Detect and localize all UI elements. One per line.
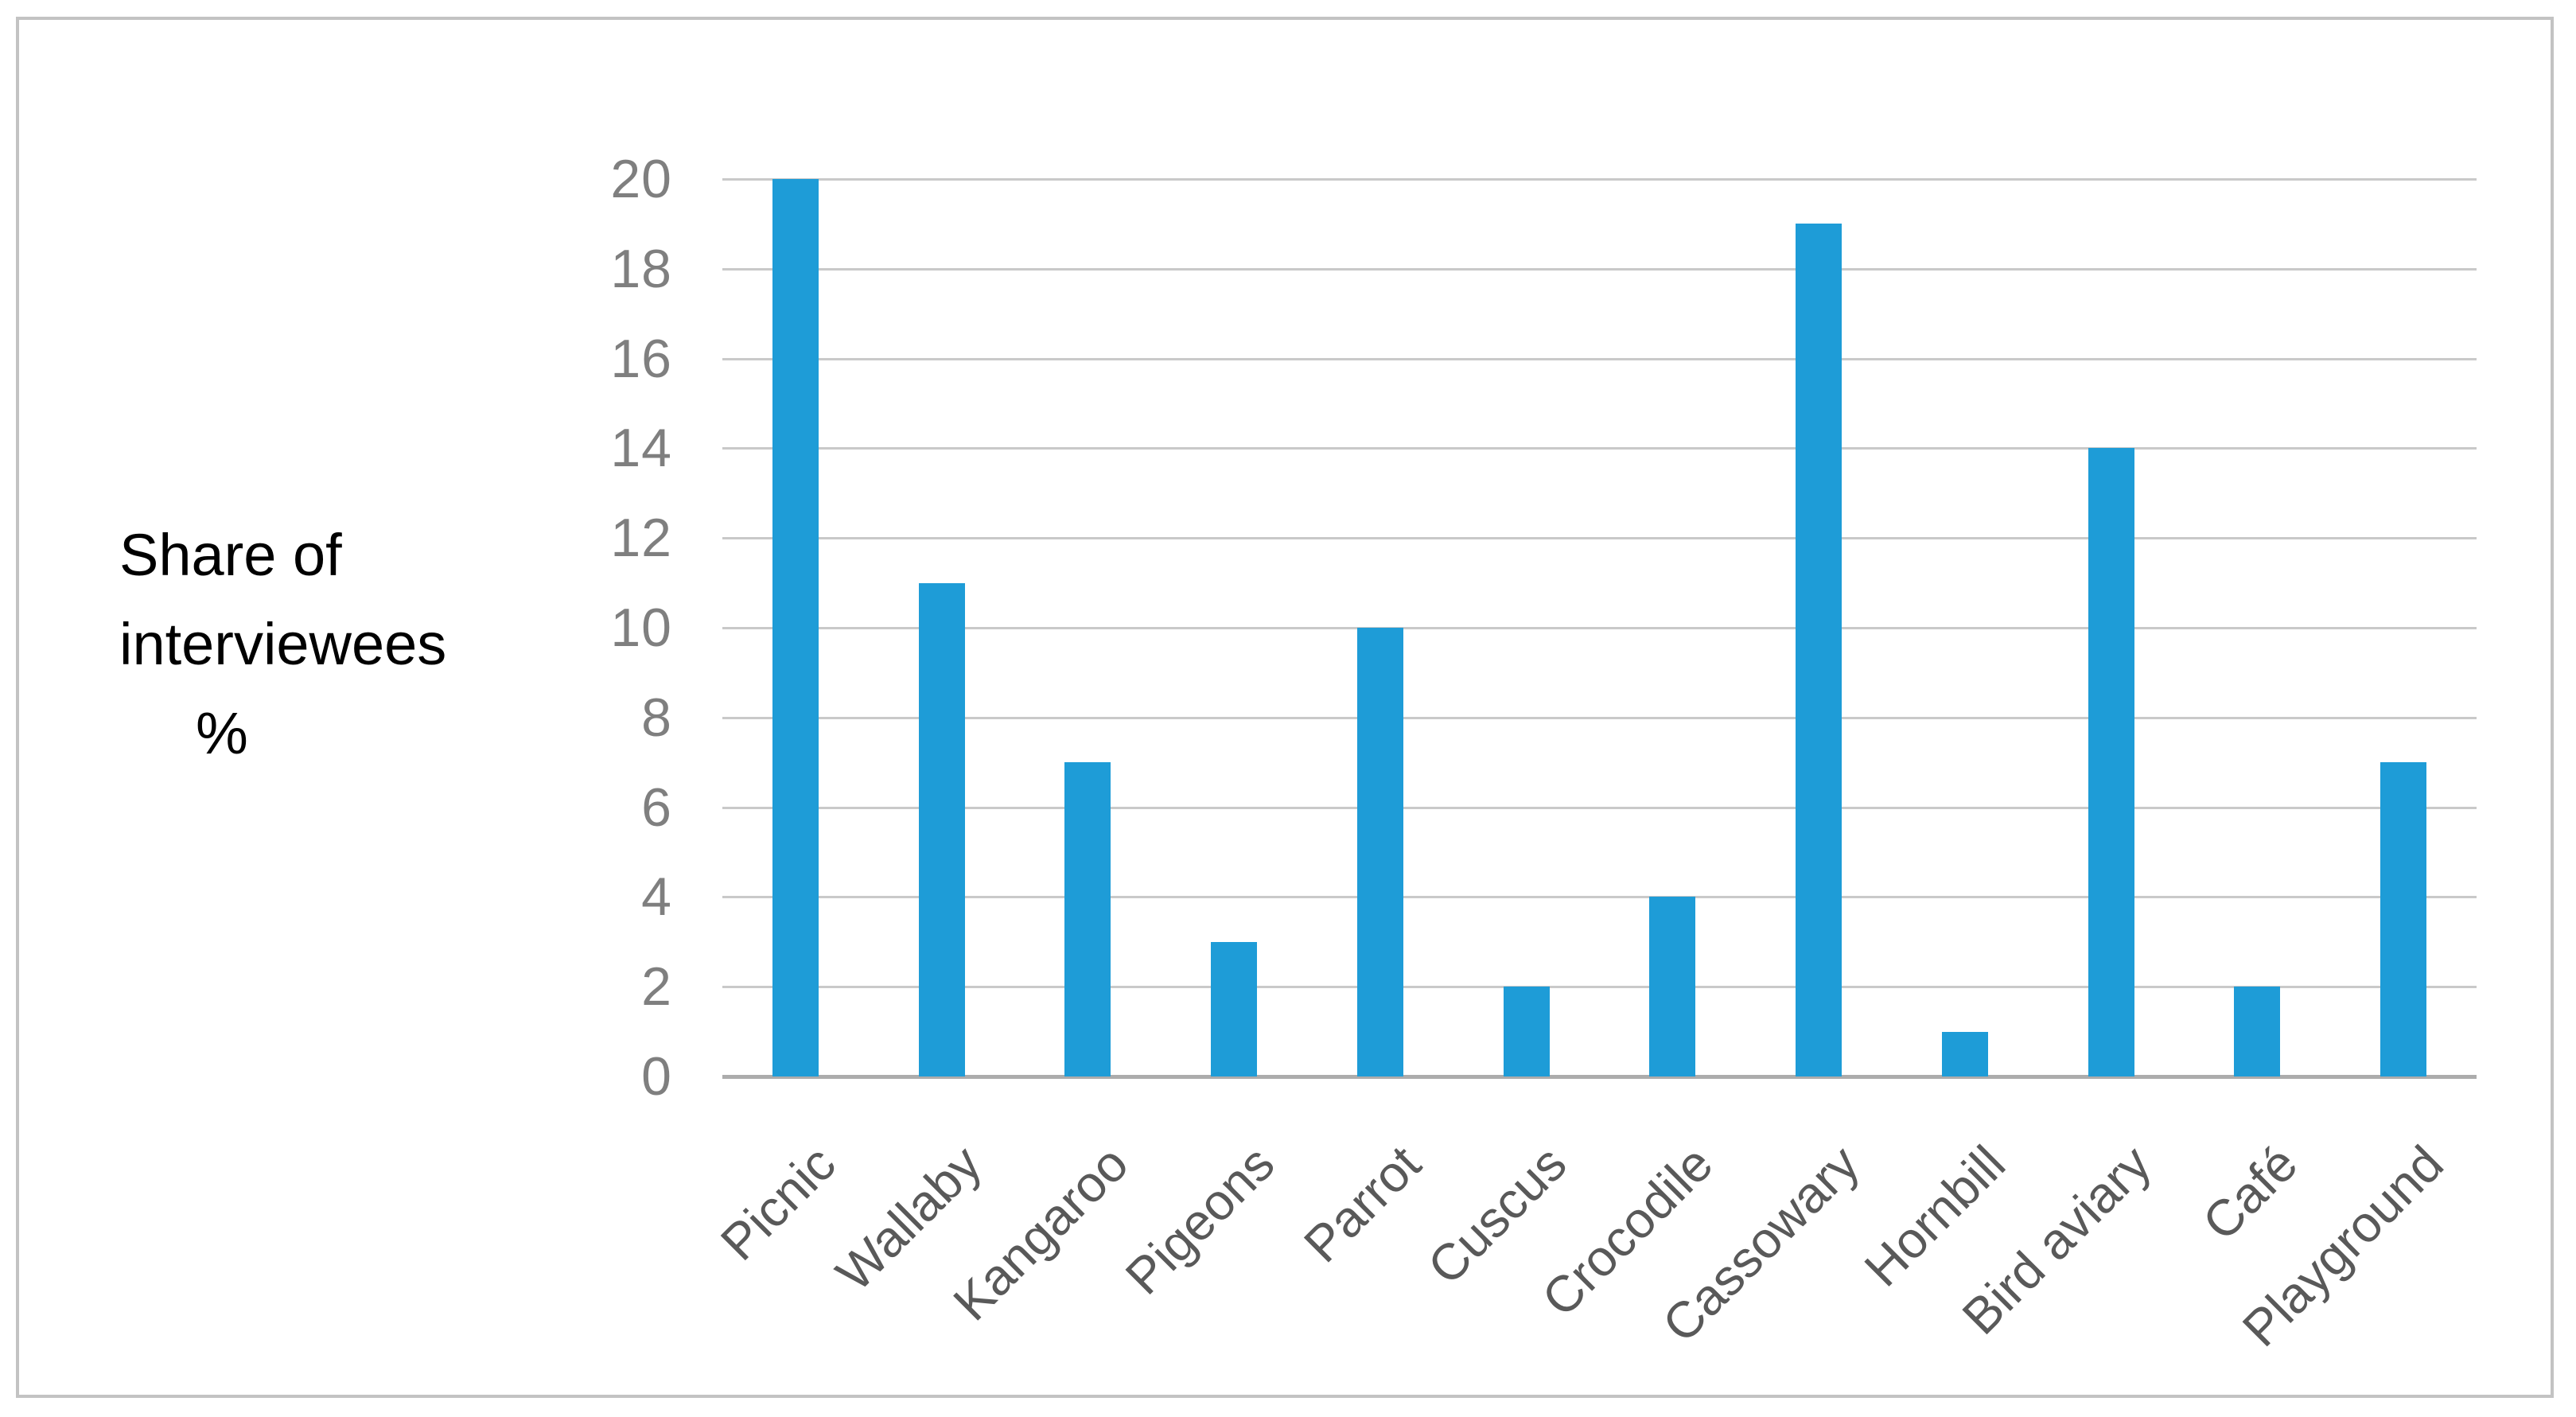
y-axis-tick-label-18: 18 (610, 238, 672, 299)
gridline-y-4 (722, 896, 2477, 899)
gridline-y-16 (722, 357, 2477, 360)
x-axis-line (722, 1075, 2477, 1079)
gridline-y-6 (722, 806, 2477, 809)
bar-hornbill (1941, 1031, 1988, 1076)
y-axis-tick-label-6: 6 (641, 777, 672, 838)
y-axis-title-line-3: % (196, 700, 248, 766)
gridline-y-2 (722, 986, 2477, 989)
bar-caf- (2234, 987, 2281, 1076)
bar-pigeons (1211, 941, 1258, 1076)
bar-cassowary (1796, 224, 1843, 1076)
y-axis-title: Share of interviewees % (119, 511, 446, 778)
y-axis-tick-label-16: 16 (610, 328, 672, 389)
y-axis-tick-label-8: 8 (641, 687, 672, 748)
bar-kangaroo (1064, 762, 1111, 1076)
y-axis-tick-label-10: 10 (610, 598, 672, 658)
bar-cuscus (1503, 987, 1550, 1076)
bar-playground (2380, 762, 2427, 1076)
plot-area (722, 178, 2477, 1079)
y-axis-tick-label-12: 12 (610, 508, 672, 569)
y-axis-tick-label-14: 14 (610, 418, 672, 479)
gridline-y-12 (722, 537, 2477, 540)
y-axis-tick-label-20: 20 (610, 149, 672, 209)
gridline-y-14 (722, 447, 2477, 450)
gridline-y-10 (722, 627, 2477, 629)
y-axis-tick-label-4: 4 (641, 866, 672, 928)
y-axis-title-line-2: interviewees (119, 611, 447, 677)
y-axis-title-line-1: Share of (119, 522, 342, 588)
bar-crocodile (1649, 897, 1696, 1076)
bar-picnic (772, 179, 819, 1076)
y-axis-tick-label-2: 2 (641, 956, 672, 1018)
bar-bird-aviary (2088, 448, 2134, 1076)
gridline-y-18 (722, 267, 2477, 271)
gridline-y-8 (722, 716, 2477, 719)
bar-parrot (1356, 628, 1403, 1076)
gridline-y-20 (722, 178, 2477, 181)
y-axis-tick-label-0: 0 (641, 1046, 672, 1107)
bar-wallaby (918, 582, 965, 1076)
